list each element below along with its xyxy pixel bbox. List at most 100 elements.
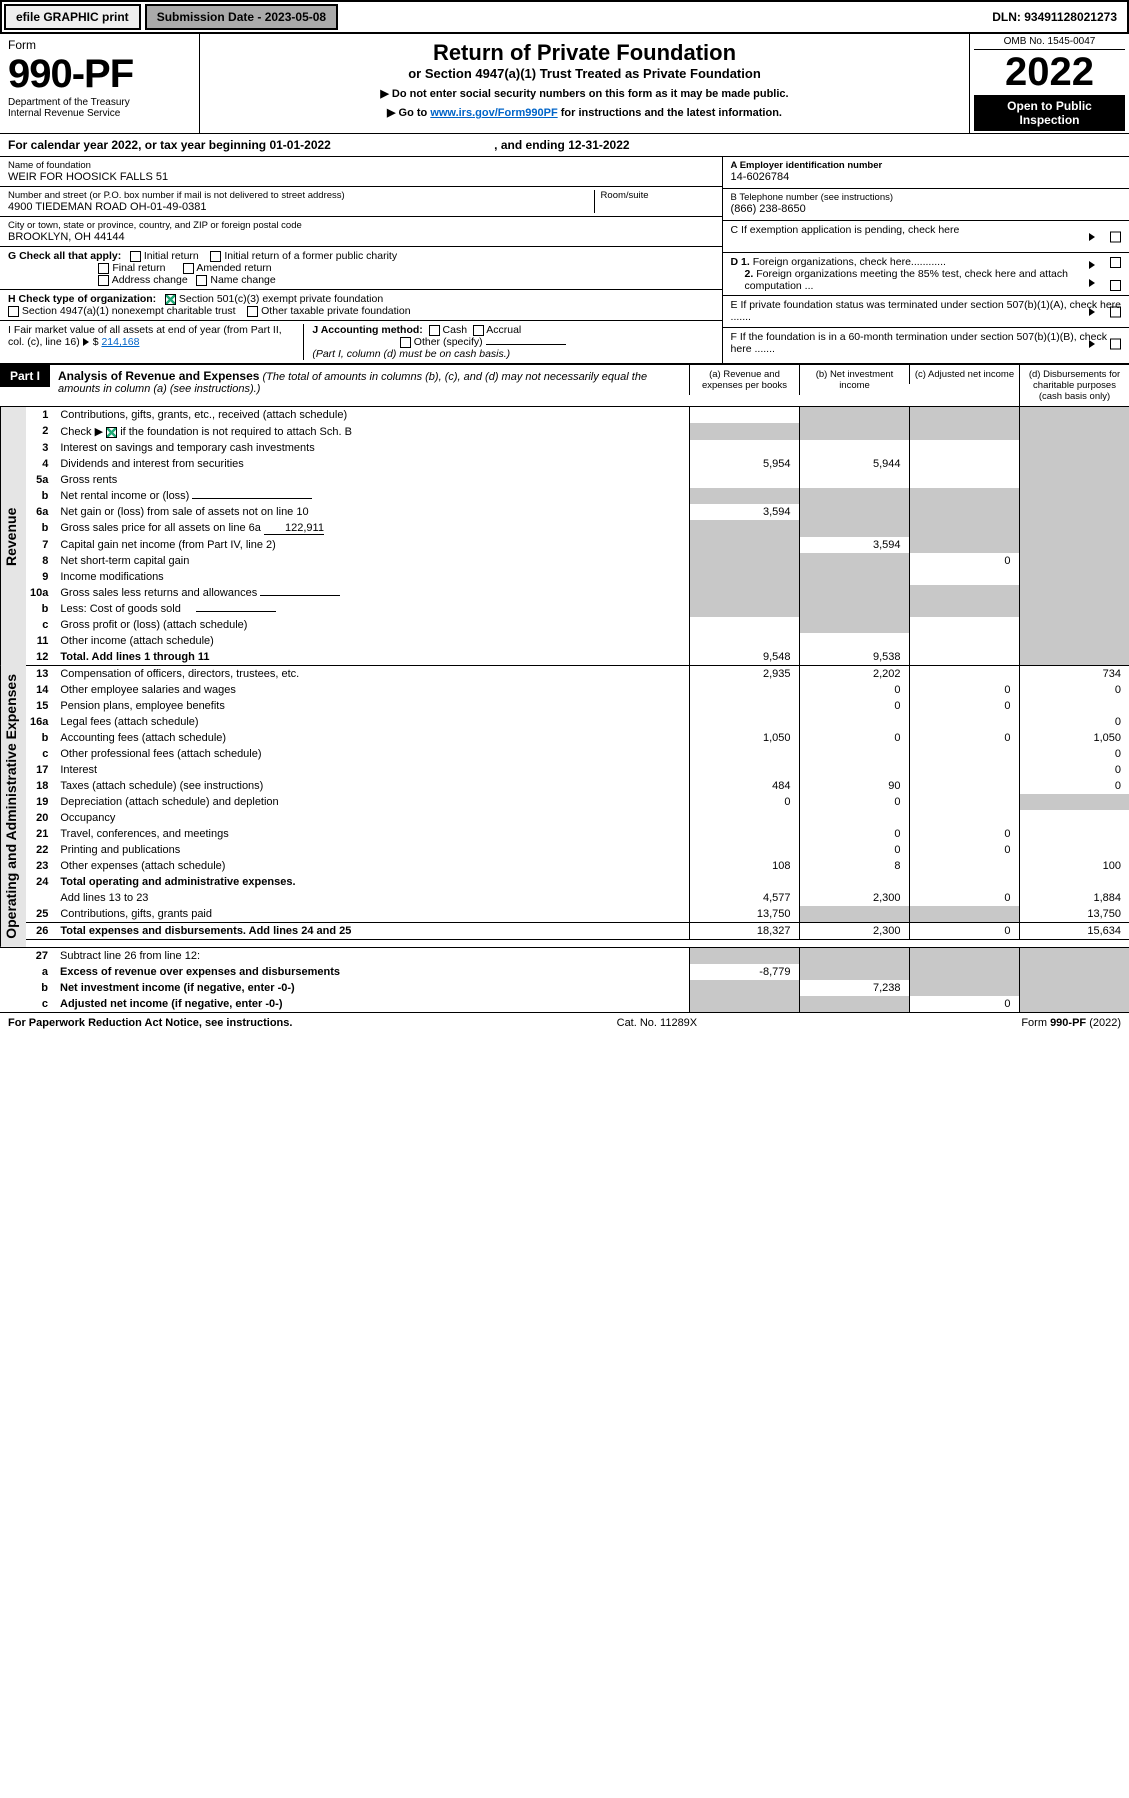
footer: For Paperwork Reduction Act Notice, see … [0, 1012, 1129, 1033]
expenses-sidebar: Operating and Administrative Expenses [0, 666, 26, 947]
c-lbl: C If exemption application is pending, c… [731, 224, 960, 236]
e-lbl: E If private foundation status was termi… [731, 299, 1121, 323]
l13-b: 2,202 [799, 666, 909, 682]
info-right: A Employer identification number 14-6026… [723, 157, 1129, 363]
l4: Dividends and interest from securities [56, 456, 689, 472]
cb-other-method[interactable] [400, 337, 411, 348]
phone: (866) 238-8650 [731, 203, 1121, 215]
note-url: ▶ Go to www.irs.gov/Form990PF for instru… [206, 106, 963, 119]
l15-c: 0 [909, 698, 1019, 714]
l12-b: 9,538 [799, 649, 909, 666]
cb-e[interactable] [1110, 306, 1121, 317]
l6a-a: 3,594 [689, 504, 799, 520]
l16b: Accounting fees (attach schedule) [56, 730, 689, 746]
arrow-icon [1089, 233, 1095, 241]
l6a: Net gain or (loss) from sale of assets n… [56, 504, 689, 520]
note2-pre: ▶ Go to [387, 107, 430, 119]
arrow-icon [1089, 261, 1095, 269]
part1-title: Analysis of Revenue and Expenses (The to… [50, 365, 689, 399]
l21-b: 0 [799, 826, 909, 842]
l22-c: 0 [909, 842, 1019, 858]
efile-print-button[interactable]: efile GRAPHIC print [4, 4, 141, 30]
l5b: Net rental income or (loss) [56, 488, 689, 504]
l27c-c: 0 [909, 996, 1019, 1012]
omb-no: OMB No. 1545-0047 [974, 36, 1125, 50]
city-cell: City or town, state or province, country… [0, 217, 722, 247]
a-lbl: A Employer identification number [731, 160, 1121, 171]
l25-a: 13,750 [689, 906, 799, 923]
cb-amended[interactable] [183, 263, 194, 274]
l10a: Gross sales less returns and allowances [56, 585, 689, 601]
j-lbl: J Accounting method: [312, 324, 422, 336]
c-cell: C If exemption application is pending, c… [723, 221, 1129, 253]
l6b-val: 122,911 [264, 522, 324, 535]
cb-cash[interactable] [429, 325, 440, 336]
form-header: Form 990-PF Department of the Treasury I… [0, 34, 1129, 134]
l18-d: 0 [1019, 778, 1129, 794]
l23: Other expenses (attach schedule) [56, 858, 689, 874]
tax-year: 2022 [974, 50, 1125, 95]
cb-c[interactable] [1110, 231, 1121, 242]
revenue-sidebar: Revenue [0, 407, 26, 666]
cb-accrual[interactable] [473, 325, 484, 336]
l16b-b: 0 [799, 730, 909, 746]
l11: Other income (attach schedule) [56, 633, 689, 649]
cb-initial-public[interactable] [210, 251, 221, 262]
l24-c: 0 [909, 890, 1019, 906]
l18-b: 90 [799, 778, 909, 794]
l22-b: 0 [799, 842, 909, 858]
l16c: Other professional fees (attach schedule… [56, 746, 689, 762]
l24-a: 4,577 [689, 890, 799, 906]
l19: Depreciation (attach schedule) and deple… [56, 794, 689, 810]
cb-final-return[interactable] [98, 263, 109, 274]
part1-tag: Part I [0, 365, 50, 387]
g-initial-public: Initial return of a former public charit… [224, 250, 397, 262]
cb-name-change[interactable] [196, 275, 207, 286]
cb-d2[interactable] [1110, 280, 1121, 291]
l23-a: 108 [689, 858, 799, 874]
cb-d1[interactable] [1110, 257, 1121, 268]
l27a-a: -8,779 [689, 964, 799, 980]
cb-4947[interactable] [8, 306, 19, 317]
form-subtitle: or Section 4947(a)(1) Trust Treated as P… [206, 66, 963, 81]
cb-501c3[interactable] [165, 294, 176, 305]
cb-other-taxable[interactable] [247, 306, 258, 317]
l26-d: 15,634 [1019, 923, 1129, 940]
fmv-link[interactable]: 214,168 [101, 336, 139, 348]
l13-a: 2,935 [689, 666, 799, 682]
l24: Total operating and administrative expen… [56, 874, 689, 890]
g-amended: Amended return [196, 262, 271, 274]
arrow-icon [1089, 340, 1095, 348]
phone-cell: B Telephone number (see instructions) (8… [723, 189, 1129, 221]
l7: Capital gain net income (from Part IV, l… [56, 537, 689, 553]
l21: Travel, conferences, and meetings [56, 826, 689, 842]
foundation-name: WEIR FOR HOOSICK FALLS 51 [8, 171, 714, 183]
note-ssn: ▶ Do not enter social security numbers o… [206, 87, 963, 100]
l3: Interest on savings and temporary cash i… [56, 440, 689, 456]
cb-address-change[interactable] [98, 275, 109, 286]
cal-mid: , and ending [491, 138, 568, 152]
addr-lbl: Number and street (or P.O. box number if… [8, 190, 594, 201]
form-label: Form [8, 38, 191, 52]
cal-pre: For calendar year 2022, or tax year begi… [8, 138, 269, 152]
topbar: efile GRAPHIC print Submission Date - 20… [0, 0, 1129, 34]
l18-a: 484 [689, 778, 799, 794]
l25: Contributions, gifts, grants paid [56, 906, 689, 923]
h-other: Other taxable private foundation [261, 305, 410, 317]
cb-f[interactable] [1110, 339, 1121, 350]
note2-post: for instructions and the latest informat… [558, 107, 782, 119]
cb-sch-b[interactable] [106, 427, 117, 438]
address-cell: Number and street (or P.O. box number if… [0, 187, 722, 217]
l24b: Add lines 13 to 23 [56, 890, 689, 906]
revenue-block: Revenue 1Contributions, gifts, grants, e… [0, 407, 1129, 666]
header-center: Return of Private Foundation or Section … [200, 34, 969, 133]
l27b: Net investment income (if negative, ente… [56, 980, 689, 996]
dept: Department of the Treasury [8, 97, 191, 108]
cb-initial-return[interactable] [130, 251, 141, 262]
d1-lbl: Foreign organizations, check here.......… [753, 256, 946, 268]
form990pf-link[interactable]: www.irs.gov/Form990PF [430, 107, 557, 119]
l14-c: 0 [909, 682, 1019, 698]
l5a: Gross rents [56, 472, 689, 488]
l13: Compensation of officers, directors, tru… [56, 666, 689, 682]
submission-date: Submission Date - 2023-05-08 [145, 4, 338, 30]
